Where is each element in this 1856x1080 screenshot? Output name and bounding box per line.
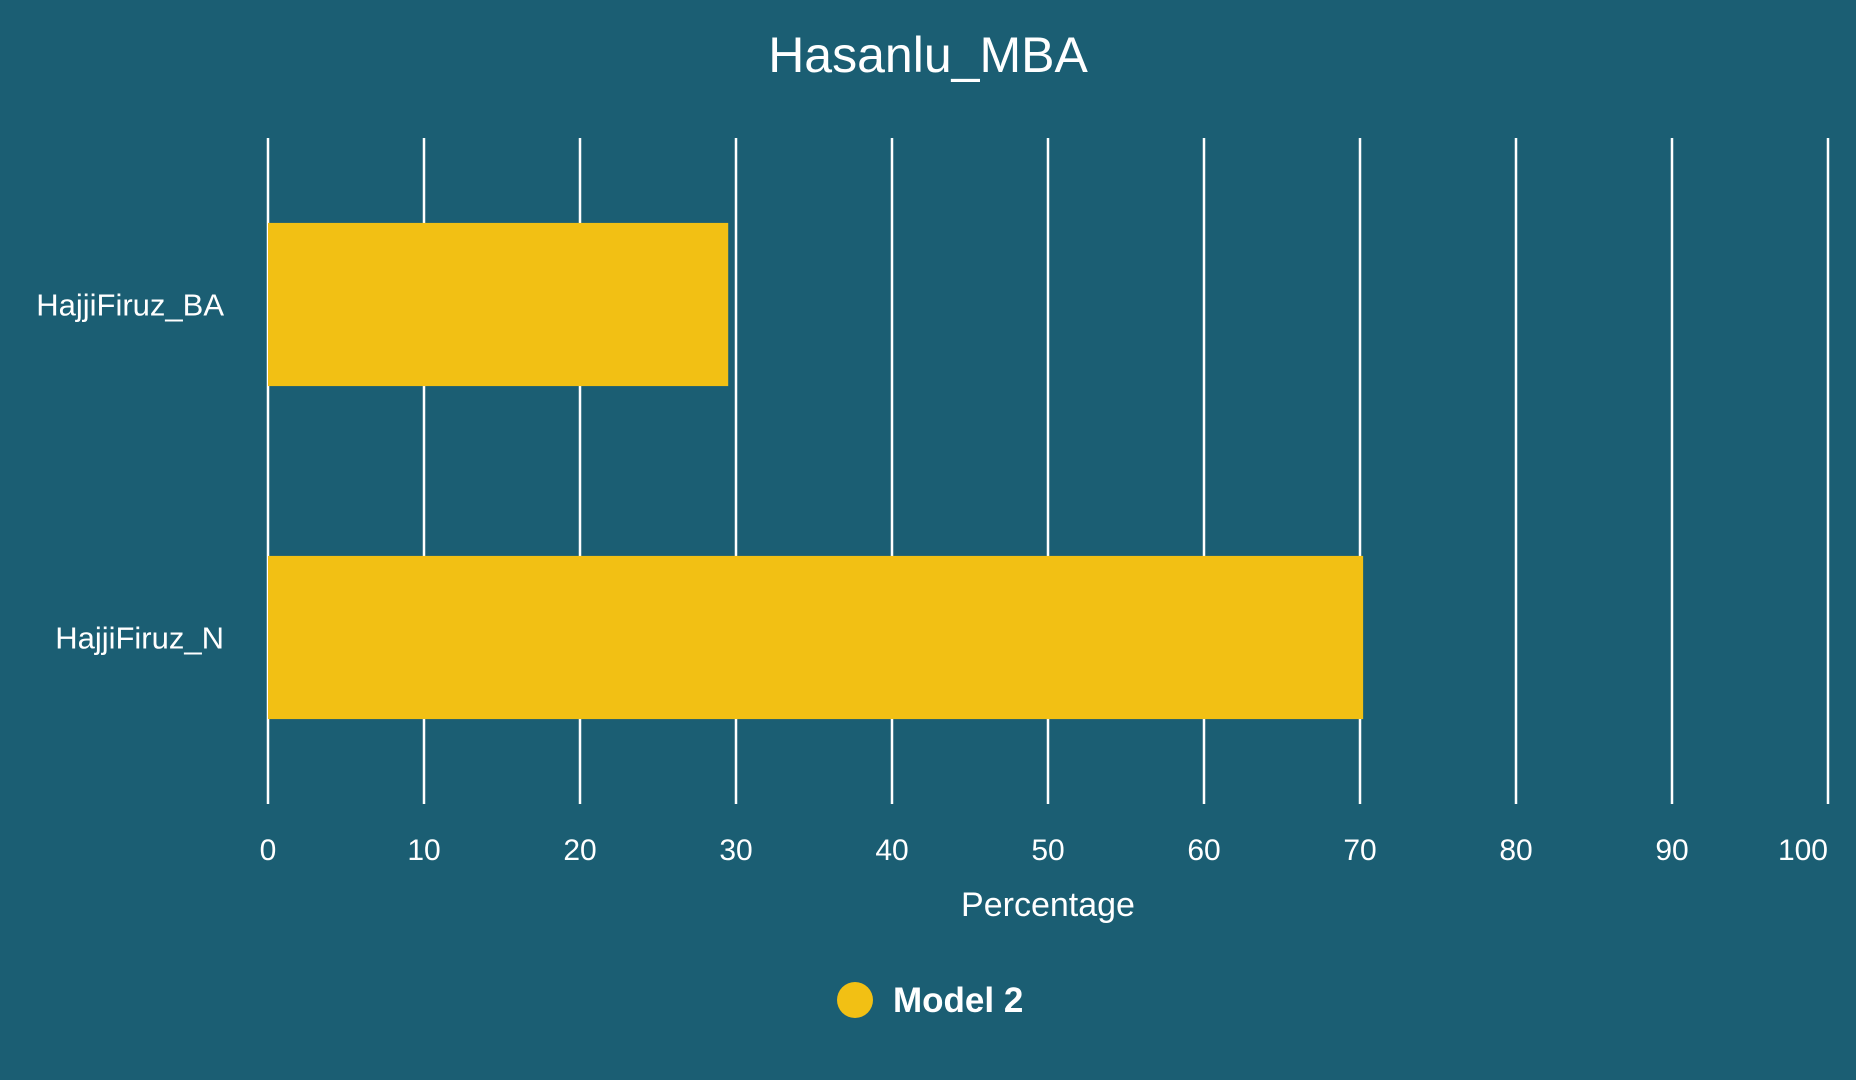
bar[interactable]: [268, 555, 1364, 720]
chart-title: Hasanlu_MBA: [768, 27, 1088, 83]
x-tick-label: 30: [719, 834, 752, 867]
category-label: HajjiFiruz_BA: [36, 288, 224, 323]
legend-swatch: [837, 982, 873, 1018]
x-tick-label: 80: [1499, 834, 1532, 867]
x-tick-label: 10: [407, 834, 440, 867]
x-tick-labels: 0 10 20 30 40 50 60 70 80 90 100: [260, 834, 1828, 867]
bars: [268, 222, 1364, 720]
x-tick-label: 50: [1031, 834, 1064, 867]
x-tick-label: 90: [1655, 834, 1688, 867]
x-tick-label: 70: [1343, 834, 1376, 867]
x-axis-title: Percentage: [961, 886, 1135, 924]
x-tick-label: 60: [1187, 834, 1220, 867]
legend[interactable]: Model 2: [837, 981, 1023, 1020]
bar[interactable]: [268, 222, 729, 387]
x-tick-label: 40: [875, 834, 908, 867]
category-label: HajjiFiruz_N: [55, 621, 224, 656]
category-labels: HajjiFiruz_BA HajjiFiruz_N: [36, 288, 224, 656]
x-tick-label: 20: [563, 834, 596, 867]
legend-label: Model 2: [893, 981, 1023, 1020]
x-tick-label: 0: [260, 834, 277, 867]
x-tick-label: 100: [1778, 834, 1828, 867]
